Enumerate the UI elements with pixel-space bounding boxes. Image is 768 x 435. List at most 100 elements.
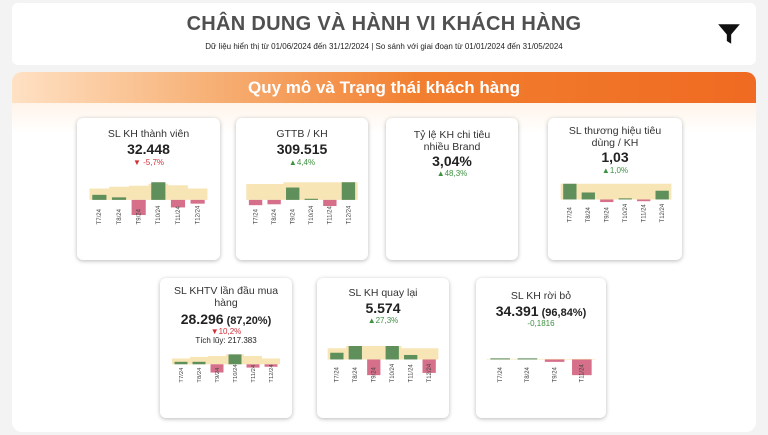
kpi-title: SL KH rời bỏ: [510, 290, 572, 302]
page-header: CHÂN DUNG VÀ HÀNH VI KHÁCH HÀNG Dữ liệu …: [12, 3, 756, 65]
trend-chart: T7/24 T8/24 T9/24 T10/24 T11/24 T12/24: [85, 178, 212, 230]
chart-bar: [544, 359, 565, 362]
kpi-delta: -0,1816: [527, 319, 555, 328]
chart-bar: [572, 359, 592, 376]
chart-band: [486, 358, 596, 360]
kpi-value-number: 28.296: [180, 311, 224, 327]
chart-svg: T7/24 T8/24 T9/24 T10/24 T11/24 T12/24: [560, 183, 672, 223]
chart-band: [89, 183, 208, 200]
trend-chart: T7/24 T8/24 T9/24 T10/24 T11/24 T12/24: [556, 180, 676, 228]
chart-tick-label: T11/24: [642, 204, 648, 223]
chart-svg: T7/24 T8/24 T9/24 T11/24: [486, 358, 596, 383]
chart-bar: [190, 199, 205, 204]
chart-tick-label: T9/24: [215, 367, 221, 383]
chart-tick-label: T9/24: [372, 366, 378, 382]
chart-tick-label: T8/24: [353, 366, 359, 382]
chart-bar: [131, 199, 146, 215]
chart-tick-label: T8/24: [525, 366, 531, 382]
chart-tick-label: T7/24: [97, 208, 103, 224]
kpi-value: 34.391 (96,84%): [476, 303, 606, 319]
chart-tick-label: T12/24: [269, 364, 275, 383]
chart-bar: [192, 361, 206, 365]
chart-bar: [286, 187, 300, 200]
chart-band: [246, 182, 358, 200]
kpi-value: 1,03: [601, 149, 629, 165]
chart-bar: [228, 354, 242, 365]
chart-svg: T7/24 T8/24 T9/24 T10/24 T11/24 T12/24: [89, 182, 208, 224]
chart-bar: [404, 354, 418, 360]
chart-bar: [111, 197, 127, 200]
chart-bar: [170, 199, 186, 208]
kpi-delta: ▲27,3%: [367, 316, 399, 325]
chart-svg: T7/24 T8/24 T9/24 T10/24 T11/24 T12/24: [172, 354, 280, 383]
trend-chart: T7/24 T8/24 T9/24 T11/24: [482, 340, 600, 388]
kpi-value: 28.296 (87,20%): [160, 311, 292, 327]
kpi-delta: ▼10,2%: [210, 327, 242, 336]
kpi-card-avg-value[interactable]: GTTB / KH 309.515 ▲4,4% T7/24 T8/24 T9/24 T…: [236, 118, 368, 260]
chart-tick-label: T8/24: [117, 208, 123, 224]
kpi-card-brands-per-customer[interactable]: SL thương hiệu tiêu dùng / KH 1,03 ▲1,0%…: [548, 118, 682, 260]
chart-bar: [385, 346, 399, 360]
chart-tick-label: T7/24: [498, 366, 504, 382]
chart-bar: [92, 194, 107, 200]
chart-bar: [248, 199, 263, 206]
chart-bar: [581, 192, 595, 200]
kpi-card-members[interactable]: SL KH thành viên 32.448 ▼ -5,7% T7/24 T8/…: [77, 118, 220, 260]
chart-tick-label: T9/24: [605, 206, 611, 222]
kpi-card-first-purchase[interactable]: SL KHTV lần đầu mua hàng 28.296 (87,20%)…: [160, 278, 292, 418]
kpi-card-churned[interactable]: SL KH rời bỏ 34.391 (96,84%) -0,1816 T7/…: [476, 278, 606, 418]
chart-tick-label: T11/24: [176, 205, 182, 224]
chart-tick-label: T7/24: [335, 366, 341, 382]
chart-bar: [330, 352, 344, 360]
chart-tick-label: T9/24: [552, 366, 558, 382]
kpi-title: SL KH thành viên: [107, 128, 190, 140]
chart-tick-label: T12/24: [346, 205, 352, 224]
chart-bar: [422, 359, 436, 373]
chart-tick-label: T9/24: [137, 208, 143, 224]
kpi-value-pct: (96,84%): [538, 307, 587, 319]
kpi-value: 5.574: [365, 300, 401, 316]
chart-bar: [637, 199, 651, 202]
chart-tick-label: T8/24: [197, 367, 203, 383]
chart-svg: T7/24 T8/24 T9/24 T10/24 T11/24 T12/24: [327, 346, 439, 383]
kpi-title: GTTB / KH: [276, 128, 328, 140]
page-title: CHÂN DUNG VÀ HÀNH VI KHÁCH HÀNG: [186, 13, 582, 35]
chart-tick-label: T8/24: [272, 208, 278, 224]
kpi-value: 309.515: [276, 141, 328, 157]
chart-bar: [600, 199, 614, 203]
chart-bar: [367, 359, 381, 376]
chart-tick-label: T11/24: [580, 364, 586, 383]
kpi-delta: ▲48,3%: [436, 169, 468, 178]
section-banner: Quy mô và Trạng thái khách hàng: [12, 72, 756, 103]
chart-bar: [348, 346, 362, 360]
trend-chart: T7/24 T8/24 T9/24 T10/24 T11/24 T12/24: [242, 178, 362, 230]
chart-tick-label: T8/24: [586, 206, 592, 222]
chart-tick-label: T7/24: [568, 206, 574, 222]
chart-tick-label: T10/24: [390, 363, 396, 382]
chart-bar: [174, 361, 188, 365]
chart-bar: [246, 364, 260, 368]
date-range-subtitle: Dữ liệu hiển thị từ 01/06/2024 đến 31/12…: [205, 42, 563, 51]
kpi-title: SL KHTV lần đầu mua hàng: [173, 285, 279, 309]
filter-icon[interactable]: [716, 21, 742, 47]
kpi-value-number: 34.391: [495, 303, 539, 319]
chart-band: [560, 183, 672, 200]
kpi-card-returning[interactable]: SL KH quay lại 5.574 ▲27,3% T7/24 T8/24 T9…: [317, 278, 449, 418]
kpi-title: SL thương hiệu tiêu dùng / KH: [568, 125, 662, 149]
chart-bar: [490, 358, 510, 360]
chart-bar: [304, 198, 318, 200]
kpi-value: 3,04%: [432, 153, 472, 169]
kpi-value-pct: (87,20%): [223, 315, 272, 327]
kpi-card-multi-brand-rate[interactable]: Tỷ lệ KH chi tiêu nhiều Brand 3,04% ▲48,…: [386, 118, 518, 260]
chart-bar: [341, 182, 356, 200]
chart-tick-label: T9/24: [291, 208, 297, 224]
chart-tick-label: T11/24: [409, 364, 415, 383]
chart-tick-label: T10/24: [623, 203, 629, 222]
chart-tick-label: T11/24: [251, 364, 257, 383]
chart-tick-label: T12/24: [427, 363, 433, 382]
chart-bar: [267, 199, 281, 205]
kpi-title: SL KH quay lại: [348, 287, 418, 299]
chart-tick-label: T7/24: [253, 208, 259, 224]
chart-tick-label: T12/24: [660, 203, 666, 222]
trend-chart: T7/24 T8/24 T9/24 T10/24 T11/24 T12/24: [323, 340, 443, 388]
